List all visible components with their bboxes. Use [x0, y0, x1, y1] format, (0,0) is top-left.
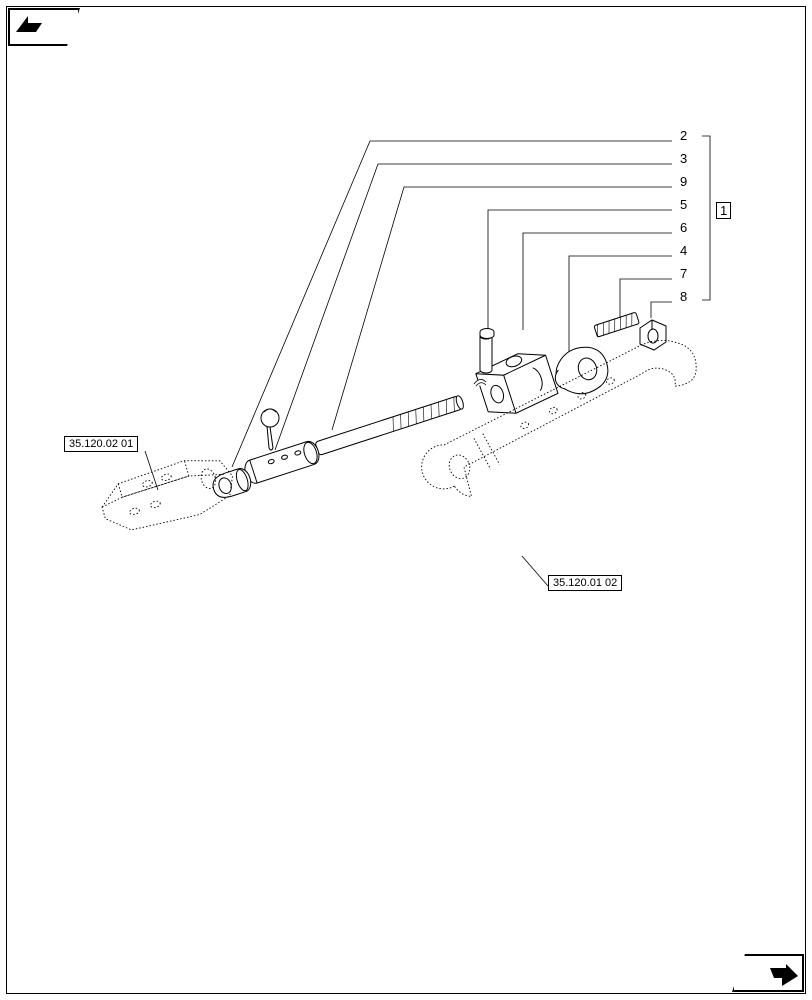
part-nut: [640, 320, 666, 350]
part-eye-bolt: [594, 312, 640, 337]
callout-7: 7: [680, 266, 687, 281]
ref-label-2: 35.120.01 02: [548, 575, 622, 591]
part-linch-pin: [261, 409, 279, 450]
phantom-parts: [96, 328, 712, 540]
ref-leader-2: [522, 556, 548, 586]
leader-lines: [232, 141, 672, 467]
callout-8: 8: [680, 289, 687, 304]
callout-4: 4: [680, 243, 687, 258]
callout-1: 1: [716, 203, 731, 218]
callout-9: 9: [680, 174, 687, 189]
callout-3: 3: [680, 151, 687, 166]
solid-parts: [210, 312, 666, 501]
callout-6: 6: [680, 220, 687, 235]
phantom-arm: [409, 328, 712, 510]
ref-label-1: 35.120.02 01: [64, 436, 138, 452]
callout-2: 2: [680, 128, 687, 143]
part-rod: [315, 395, 465, 456]
part-clevis-pin: [480, 329, 494, 374]
callout-bracket: [702, 136, 710, 300]
callout-5: 5: [680, 197, 687, 212]
exploded-diagram: [0, 0, 812, 1000]
ref-leader-1: [145, 451, 158, 490]
part-sleeve: [242, 439, 322, 485]
